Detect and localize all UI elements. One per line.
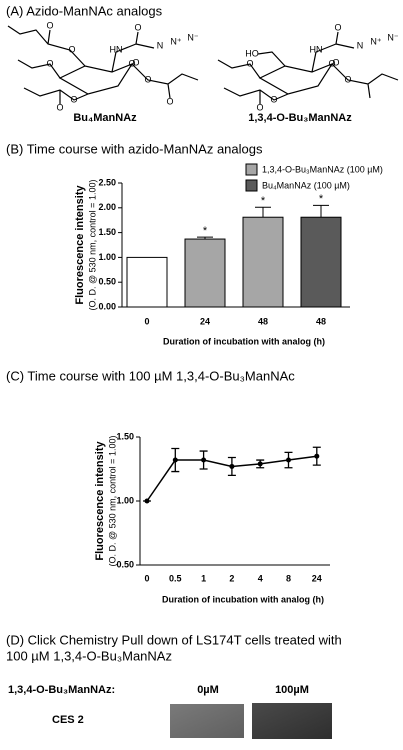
atom-label: O bbox=[46, 58, 53, 68]
atom-label: N⁺ bbox=[370, 36, 381, 46]
x-axis-label: Duration of incubation with analog (h) bbox=[162, 594, 324, 604]
row-header: 1,3,4-O-Bu₃ManNAz: bbox=[8, 684, 115, 696]
y-tick-label: 2.50 bbox=[98, 177, 116, 187]
x-tick-label: 2 bbox=[229, 573, 234, 583]
atom-label: O bbox=[68, 44, 75, 54]
atom-label: O bbox=[334, 22, 341, 32]
blot-band bbox=[252, 703, 332, 739]
y-tick-label: 0.50 bbox=[98, 277, 116, 287]
atom-label: N⁺ bbox=[170, 36, 181, 46]
x-tick-label: 4 bbox=[258, 573, 263, 583]
legend-label: 1,3,4-O-Bu₃ManNAz (100 µM) bbox=[262, 164, 383, 174]
y-tick-label: 1.00 bbox=[116, 495, 134, 505]
legend-swatch bbox=[245, 163, 258, 176]
column-label: 100µM bbox=[275, 684, 309, 696]
atom-label: O bbox=[166, 96, 173, 106]
x-tick-label: 48 bbox=[258, 316, 268, 326]
atom-label: O bbox=[56, 102, 63, 112]
panel-title: (D) Click Chemistry Pull down of LS174T … bbox=[6, 632, 342, 647]
y-tick-label: 1.50 bbox=[98, 227, 116, 237]
y-tick-label: 1.50 bbox=[116, 431, 134, 441]
legend-swatch bbox=[245, 179, 258, 192]
x-tick-label: 1 bbox=[201, 573, 206, 583]
point bbox=[314, 453, 320, 459]
panel-title: 100 µM 1,3,4-O-Bu₃ManNAz bbox=[6, 648, 172, 663]
atom-label: HN bbox=[110, 44, 123, 54]
error-bar bbox=[255, 206, 271, 218]
bar bbox=[300, 216, 342, 308]
point bbox=[229, 463, 235, 469]
atom-label: O bbox=[134, 22, 141, 32]
atom-label: O bbox=[344, 74, 351, 84]
y-axis-label: Fluorescence intensity bbox=[94, 441, 106, 561]
atom-label: O bbox=[256, 102, 263, 112]
y-tick-label: 1.00 bbox=[98, 252, 116, 262]
legend-label: Bu₄ManNAz (100 µM) bbox=[262, 180, 350, 190]
y-tick-label: 2.00 bbox=[98, 202, 116, 212]
column-label: 0µM bbox=[197, 684, 219, 696]
x-axis-label: Duration of incubation with analog (h) bbox=[163, 336, 325, 346]
atom-label: N⁻ bbox=[187, 32, 198, 42]
x-tick-label: 0 bbox=[144, 573, 149, 583]
bar bbox=[184, 238, 226, 308]
significance-marker: * bbox=[203, 225, 208, 237]
atom-label: N⁻ bbox=[387, 32, 398, 42]
x-tick-label: 24 bbox=[312, 573, 322, 583]
atom-label: O bbox=[70, 94, 77, 104]
significance-marker: * bbox=[319, 193, 324, 205]
significance-marker: * bbox=[261, 195, 266, 207]
blot-band bbox=[170, 704, 244, 738]
y-tick-label: 0.50 bbox=[116, 559, 134, 569]
atom-label: HO bbox=[245, 48, 259, 58]
structure-name: Bu₄ManNAz bbox=[73, 112, 137, 124]
atom-label: O bbox=[246, 58, 253, 68]
atom-label: O bbox=[328, 58, 335, 68]
structure-drawing bbox=[7, 25, 399, 104]
atom-label: O bbox=[128, 58, 135, 68]
panel-title: (C) Time course with 100 µM 1,3,4-O-Bu₃M… bbox=[6, 368, 295, 383]
atom-label: O bbox=[144, 74, 151, 84]
point bbox=[172, 457, 178, 463]
x-tick-label: 8 bbox=[286, 573, 291, 583]
atom-label: O bbox=[132, 57, 139, 67]
point bbox=[286, 457, 291, 463]
bar bbox=[242, 216, 284, 308]
structure-name: 1,3,4-O-Bu₃ManNAz bbox=[248, 112, 352, 124]
row-label: CES 2 bbox=[52, 714, 84, 726]
y-axis-label: (O. D. @ 530 nm, control = 1.00) bbox=[107, 436, 117, 567]
bar bbox=[126, 256, 168, 308]
atom-label: O bbox=[270, 94, 277, 104]
atom-label: O bbox=[46, 20, 53, 30]
error-bar bbox=[313, 204, 329, 218]
atom-label: N bbox=[157, 40, 164, 50]
y-tick-label: 0.00 bbox=[98, 301, 116, 311]
panel-title: (A) Azido-ManNAc analogs bbox=[6, 3, 163, 18]
error-bar bbox=[197, 236, 213, 240]
point bbox=[144, 498, 150, 504]
atom-label: O bbox=[332, 57, 339, 67]
point bbox=[201, 457, 207, 463]
panel-title: (B) Time course with azido-ManNAz analog… bbox=[6, 141, 263, 156]
atom-label: N bbox=[357, 40, 364, 50]
x-tick-label: 48 bbox=[316, 316, 326, 326]
x-tick-label: 0 bbox=[144, 316, 149, 326]
y-axis-label: (O. D. @ 530 nm, control = 1.00) bbox=[87, 180, 97, 311]
x-tick-label: 24 bbox=[200, 316, 210, 326]
atom-label: HN bbox=[310, 44, 323, 54]
point bbox=[257, 461, 263, 467]
y-axis-label: Fluorescence intensity bbox=[74, 185, 86, 305]
x-tick-label: 0.5 bbox=[169, 573, 182, 583]
